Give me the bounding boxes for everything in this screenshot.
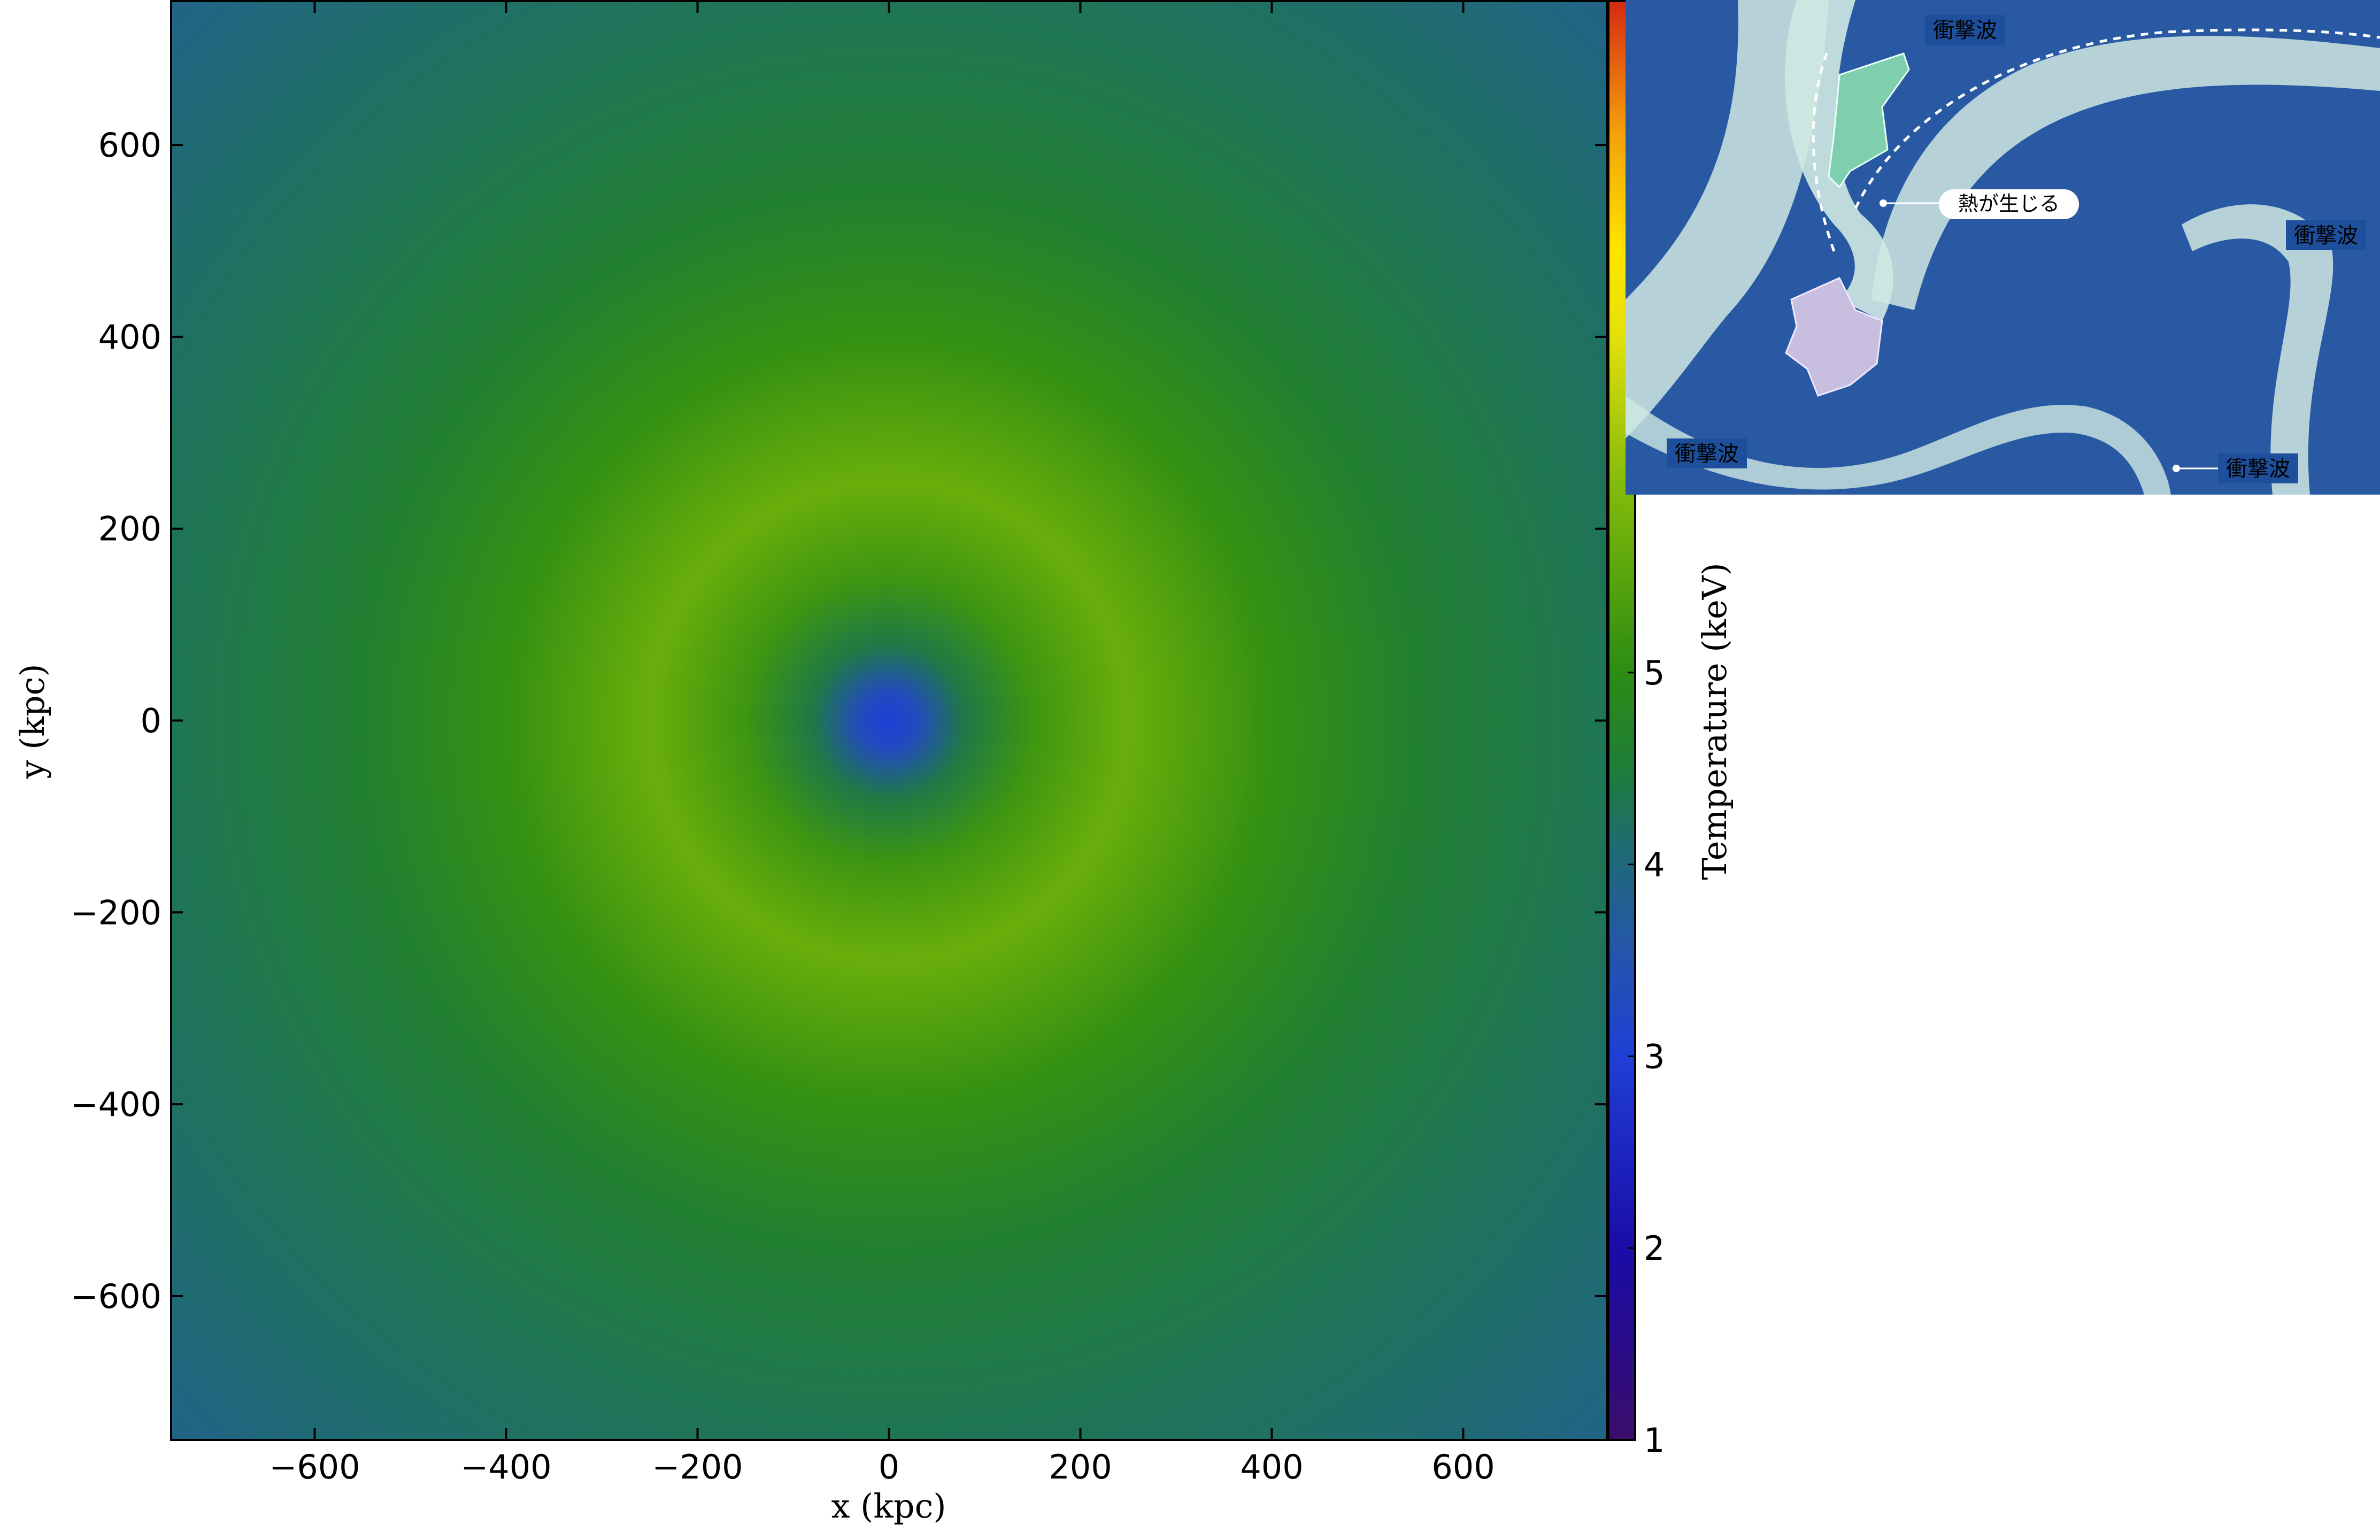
heat-label-box	[1939, 189, 2079, 219]
shock-stream-upper	[1871, 36, 2380, 311]
x-axis-ticks: −600 −400 −200 0 200 400 600	[269, 1, 1495, 1487]
heatmap-area	[170, 0, 1608, 1441]
colorbar-tick-label: 3	[1644, 1037, 1665, 1076]
galaxy-lilac	[1785, 277, 1883, 397]
colorbar-tick-label: 5	[1644, 653, 1665, 692]
x-tick-label: −400	[460, 1447, 551, 1487]
y-tick-label: 400	[98, 318, 161, 357]
shock-label-top: 衝撃波	[1933, 18, 1997, 43]
shock-label-bottom-left: 衝撃波	[1675, 442, 1739, 466]
x-tick-label: 600	[1431, 1447, 1495, 1487]
y-axis-ticks: −600 −400 −200 0 200 400 600	[71, 126, 1607, 1316]
x-tick-label: 0	[879, 1447, 899, 1487]
inset-simulation-image: 熱が生じる 衝撃波 衝撃波 衝撃波 衝撃波	[1626, 0, 2380, 495]
colorbar-tick-label: 1	[1644, 1421, 1665, 1460]
shock-label-right: 衝撃波	[2294, 224, 2358, 248]
shock-label-box-right	[2286, 220, 2366, 250]
x-tick-label: −200	[652, 1447, 743, 1487]
colorbar-tick-label: 4	[1644, 845, 1665, 884]
x-axis-label: x (kpc)	[831, 1487, 946, 1526]
y-tick-label: 600	[98, 126, 161, 165]
x-tick-label: −600	[269, 1447, 360, 1487]
y-tick-label: −600	[71, 1277, 161, 1316]
galaxy-green	[1828, 52, 1910, 189]
y-tick-label: 200	[98, 510, 161, 549]
y-tick-label: 0	[141, 702, 161, 741]
shock-marker-bottom-right	[2173, 465, 2180, 472]
x-tick-label: 200	[1049, 1447, 1112, 1487]
y-tick-label: −200	[71, 893, 161, 932]
colorbar-tick-label: 2	[1644, 1229, 1665, 1268]
y-tick-label: −400	[71, 1085, 161, 1124]
heat-label: 熱が生じる	[1958, 192, 2060, 215]
shock-label-bottom-right: 衝撃波	[2226, 457, 2290, 481]
shock-stream-right	[2182, 204, 2333, 495]
y-axis-label: y (kpc)	[13, 664, 52, 779]
boundary-dashed-line	[1812, 28, 2380, 252]
colorbar-label: Temperature (keV)	[1695, 563, 1734, 880]
shock-label-box-bottom-right	[2218, 453, 2298, 483]
shock-stream-lower	[1626, 396, 2171, 495]
shock-stream-left	[1626, 0, 1829, 438]
shock-label-box-top	[1925, 15, 2005, 45]
x-tick-label: 400	[1240, 1447, 1303, 1487]
shock-label-box-bottom-left	[1667, 438, 1747, 468]
